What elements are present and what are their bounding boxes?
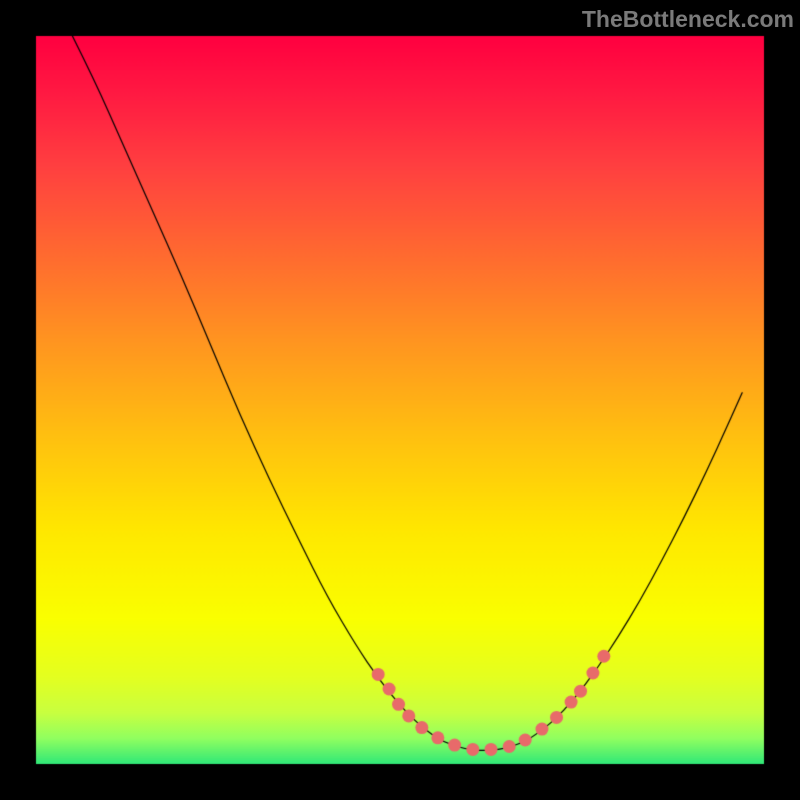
watermark-text: TheBottleneck.com — [582, 6, 794, 33]
bottleneck-chart-canvas — [0, 0, 800, 800]
